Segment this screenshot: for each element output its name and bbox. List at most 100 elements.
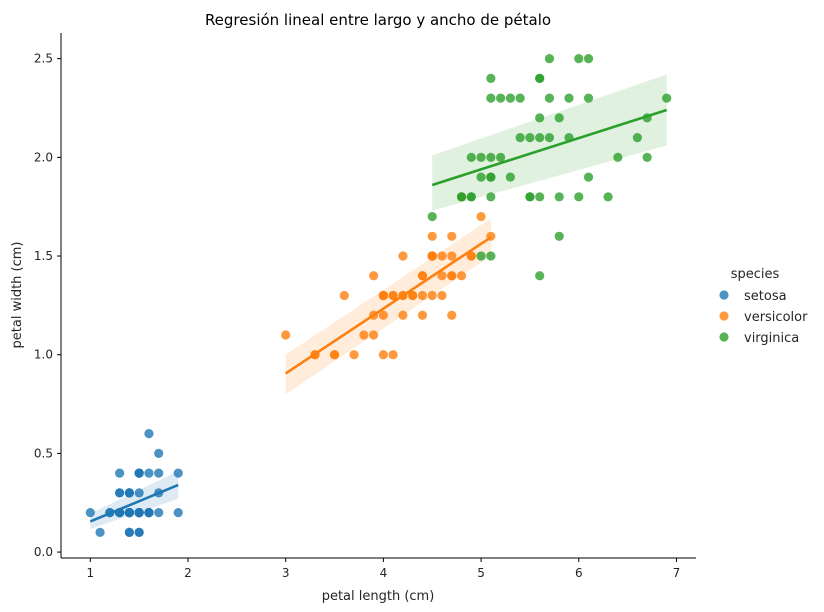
point-setosa	[124, 488, 134, 498]
point-versicolor	[388, 290, 398, 301]
point-versicolor	[281, 330, 291, 340]
point-versicolor	[398, 251, 408, 261]
point-versicolor	[456, 271, 467, 281]
point-virginica	[535, 133, 545, 143]
point-versicolor	[466, 251, 476, 261]
point-versicolor	[398, 310, 408, 320]
point-virginica	[525, 133, 535, 143]
point-setosa	[154, 508, 164, 518]
point-virginica	[544, 54, 555, 64]
x-axis-label: petal length (cm)	[322, 589, 435, 604]
point-virginica	[486, 172, 496, 182]
x-tick-label: 6	[575, 566, 583, 580]
point-setosa	[154, 468, 164, 478]
point-virginica	[496, 152, 506, 162]
point-setosa	[134, 468, 144, 478]
point-versicolor	[388, 350, 398, 360]
point-versicolor	[378, 290, 388, 301]
point-virginica	[486, 93, 496, 103]
point-versicolor	[349, 350, 359, 360]
point-versicolor	[417, 290, 428, 301]
point-virginica	[476, 172, 486, 182]
regression-line-virginica	[431, 108, 668, 187]
legend-marker-versicolor	[719, 311, 729, 321]
point-virginica	[515, 133, 525, 143]
point-virginica	[662, 93, 672, 103]
y-tick-label: 2.0	[34, 150, 53, 164]
regression-line-setosa	[89, 483, 179, 523]
point-virginica	[564, 93, 574, 103]
point-setosa	[144, 429, 154, 439]
legend: species setosa versicolor virginica	[719, 267, 808, 346]
point-versicolor	[437, 271, 447, 281]
point-versicolor	[437, 290, 447, 301]
y-axis-label: petal width (cm)	[10, 242, 25, 349]
point-virginica	[583, 54, 594, 64]
y-tick-label: 0.0	[34, 545, 53, 559]
chart-title: Regresión lineal entre largo y ancho de …	[205, 11, 551, 29]
point-setosa	[95, 527, 105, 537]
point-versicolor	[359, 330, 369, 340]
legend-marker-virginica	[719, 332, 729, 342]
point-virginica	[554, 113, 564, 123]
point-setosa	[154, 448, 164, 458]
point-setosa	[134, 488, 144, 498]
point-versicolor	[447, 310, 457, 320]
point-versicolor	[427, 290, 437, 301]
y-tick-label: 2.5	[34, 52, 53, 66]
point-versicolor	[369, 330, 379, 340]
point-versicolor	[408, 290, 418, 301]
point-setosa	[144, 468, 154, 478]
y-tick-label: 0.5	[34, 446, 53, 460]
axes: 1 2 3 4 5 6 7 0.0 0.5 1.0 1.5 2.0 2.5	[34, 33, 696, 580]
point-virginica	[583, 172, 594, 182]
point-virginica	[515, 93, 525, 103]
point-virginica	[535, 192, 545, 202]
point-virginica	[486, 251, 496, 261]
legend-label-virginica: virginica	[744, 331, 799, 346]
point-virginica	[554, 192, 564, 202]
x-tick-label: 3	[282, 566, 290, 580]
point-virginica	[476, 152, 486, 162]
point-versicolor	[417, 310, 428, 320]
point-virginica	[505, 172, 515, 182]
point-virginica	[476, 251, 486, 261]
point-virginica	[574, 54, 584, 64]
point-virginica	[486, 152, 496, 162]
point-versicolor	[369, 271, 379, 281]
y-tick-label: 1.0	[34, 348, 53, 362]
point-versicolor	[417, 271, 428, 281]
point-virginica	[535, 113, 545, 123]
point-versicolor	[339, 290, 349, 301]
confidence-band-setosa	[90, 471, 179, 529]
point-setosa	[173, 508, 183, 518]
point-versicolor	[378, 350, 388, 360]
point-setosa	[115, 488, 125, 498]
point-virginica	[486, 192, 496, 202]
x-tick-label: 4	[380, 566, 388, 580]
regression-line-versicolor	[284, 236, 492, 375]
point-virginica	[613, 152, 623, 162]
point-virginica	[456, 192, 467, 202]
point-virginica	[525, 192, 535, 202]
point-setosa	[85, 508, 95, 518]
x-tick-label: 1	[86, 566, 94, 580]
point-setosa	[144, 508, 154, 518]
point-versicolor	[447, 251, 457, 261]
point-virginica	[535, 271, 545, 281]
point-virginica	[535, 73, 545, 83]
point-versicolor	[427, 231, 437, 241]
point-virginica	[486, 73, 496, 83]
legend-title: species	[731, 267, 780, 282]
x-tick-label: 5	[477, 566, 485, 580]
point-setosa	[124, 527, 134, 537]
point-virginica	[642, 152, 652, 162]
x-tick-label: 7	[673, 566, 681, 580]
point-virginica	[466, 192, 476, 202]
point-virginica	[544, 93, 555, 103]
point-setosa	[173, 468, 183, 478]
point-setosa	[124, 508, 134, 518]
legend-label-setosa: setosa	[744, 289, 787, 304]
point-versicolor	[378, 310, 388, 320]
